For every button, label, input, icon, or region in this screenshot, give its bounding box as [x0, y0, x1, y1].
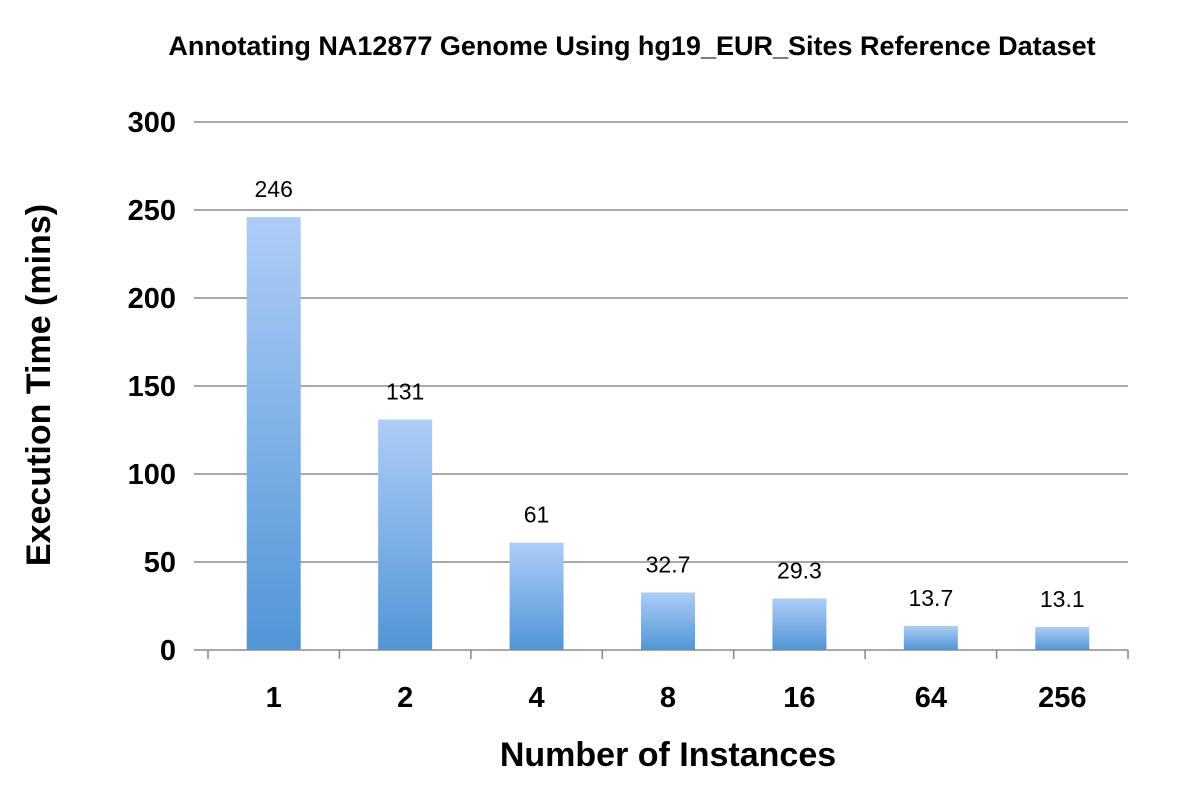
- data-label: 13.7: [908, 585, 953, 611]
- x-tick-label: 256: [1038, 682, 1086, 714]
- bar: [903, 625, 958, 650]
- bar: [378, 419, 433, 650]
- bar: [772, 598, 827, 650]
- y-axis-title: Execution Time (mins): [20, 204, 58, 566]
- x-tick-label: 1: [266, 682, 282, 714]
- y-tick-labels: 0 50 100 150 200 250 300: [128, 107, 176, 667]
- data-label: 32.7: [646, 551, 691, 577]
- data-label: 61: [524, 502, 550, 528]
- x-tick-label: 2: [397, 682, 413, 714]
- x-tick-label: 8: [660, 682, 676, 714]
- bar: [641, 592, 695, 650]
- y-tick-label: 300: [128, 107, 176, 139]
- data-label: 29.3: [777, 557, 822, 583]
- x-axis-title: Number of Instances: [500, 736, 836, 774]
- y-tick-label: 250: [128, 195, 176, 227]
- y-tick-label: 50: [144, 547, 176, 579]
- x-tick-labels: 1 2 4 8 16 64 256: [266, 682, 1087, 714]
- data-label: 13.1: [1040, 586, 1085, 612]
- data-labels: 246 131 61 32.7 29.3 13.7 13.1: [255, 176, 1085, 612]
- bar: [509, 542, 564, 650]
- x-tick-label: 4: [529, 682, 545, 714]
- x-axis: [194, 649, 1129, 659]
- data-label: 246: [255, 176, 293, 202]
- bar: [1035, 626, 1090, 650]
- x-tick-label: 16: [783, 682, 815, 714]
- y-tick-label: 150: [128, 371, 176, 403]
- x-tick-label: 64: [915, 682, 947, 714]
- y-tick-label: 200: [128, 283, 176, 315]
- y-tick-label: 0: [160, 635, 176, 667]
- bars: [246, 217, 1090, 651]
- bar: [246, 217, 301, 651]
- y-tick-label: 100: [128, 459, 176, 491]
- chart-title: Annotating NA12877 Genome Using hg19_EUR…: [168, 31, 1095, 61]
- gridlines: [194, 121, 1128, 563]
- data-label: 131: [386, 378, 424, 404]
